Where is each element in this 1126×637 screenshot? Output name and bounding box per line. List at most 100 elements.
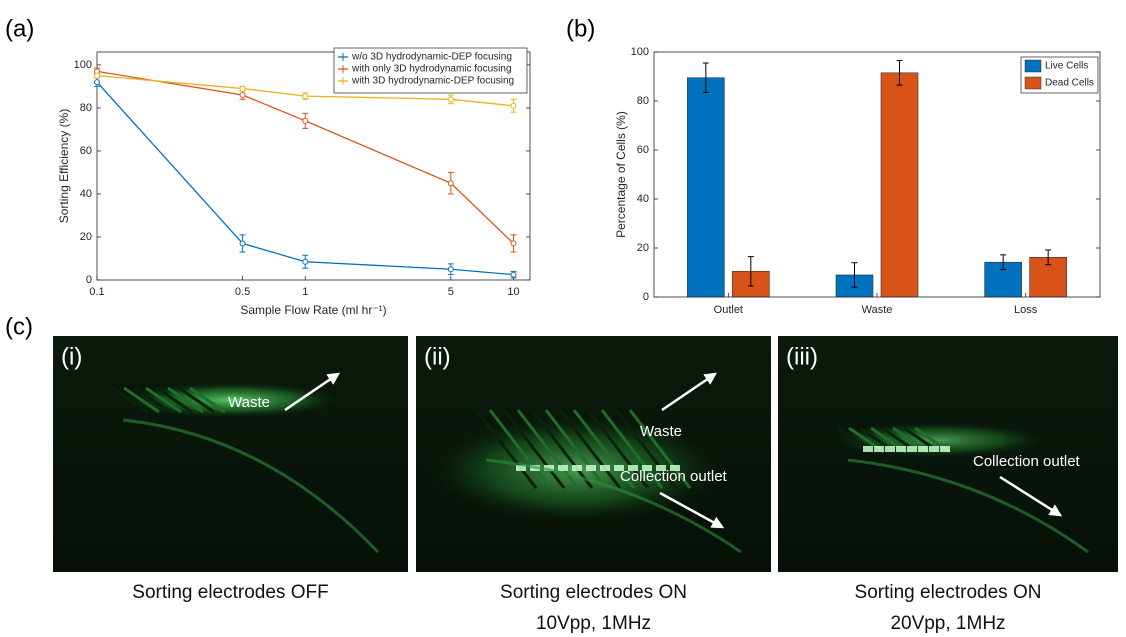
x-tick-label: Outlet (714, 304, 743, 316)
data-point (510, 271, 517, 278)
bar (687, 77, 725, 298)
fluorescent-cells (558, 465, 568, 471)
annotation: Collection outlet (973, 453, 1081, 470)
image-label: (iii) (786, 343, 818, 370)
fluorescent-cells (918, 446, 928, 452)
caption: 20Vpp, 1MHz (890, 613, 1005, 634)
fluorescent-cells (885, 446, 895, 452)
panel-label: (c) (5, 313, 33, 340)
x-tick-label: 1 (302, 286, 308, 298)
legend-swatch (1024, 59, 1042, 73)
electrode (628, 409, 692, 489)
y-tick-label: 0 (86, 274, 92, 286)
channel (122, 418, 380, 554)
data-point (447, 180, 454, 187)
electrode (167, 386, 204, 414)
legend-label: with 3D hydrodynamic-DEP focusing (351, 76, 514, 87)
fluorescent-cells (874, 446, 884, 452)
annotation-arrow (661, 372, 718, 412)
fluorescent-cells (907, 446, 917, 452)
data-point (302, 258, 309, 265)
data-point (239, 240, 246, 247)
caption: 10Vpp, 1MHz (536, 613, 651, 634)
caption: Sorting electrodes OFF (132, 582, 328, 603)
y-tick-label: 80 (637, 95, 649, 107)
legend-label: Dead Cells (1045, 78, 1094, 89)
y-tick-label: 100 (74, 59, 92, 71)
fluorescent-cells (940, 446, 950, 452)
legend-label: w/o 3D hydrodynamic-DEP focusing (351, 52, 512, 63)
image-label: (i) (61, 343, 82, 370)
legend-swatch (1024, 76, 1042, 90)
y-axis-label: Percentage of Cells (%) (614, 111, 628, 238)
y-tick-label: 0 (643, 291, 649, 303)
data-point (239, 92, 246, 99)
data-point (94, 72, 100, 79)
annotation: Collection outlet (620, 468, 728, 485)
electrode (586, 409, 650, 489)
plot-frame (653, 51, 1101, 298)
legend-label: with only 3D hydrodynamic focusing (351, 64, 512, 75)
electrode (572, 409, 636, 489)
y-tick-label: 60 (80, 145, 92, 157)
fluorescent-cells (896, 446, 906, 452)
electrode (145, 386, 182, 414)
electrode (488, 409, 552, 489)
caption: Sorting electrodes ON (855, 582, 1042, 603)
electrode (189, 386, 226, 414)
x-tick-label: Waste (862, 304, 893, 316)
fluorescent-cells (670, 465, 680, 471)
plot-frame (96, 51, 531, 281)
y-tick-label: 80 (80, 102, 92, 114)
electrode (544, 409, 608, 489)
y-tick-label: 20 (637, 242, 649, 254)
bar (880, 72, 919, 298)
x-tick-label: 0.1 (89, 286, 104, 298)
y-tick-label: 20 (80, 231, 92, 243)
micrograph-content (828, 422, 1089, 554)
micrograph-content (426, 409, 742, 554)
x-tick-label: 0.5 (235, 286, 250, 298)
legend-label: Live Cells (1045, 61, 1088, 72)
electrode (614, 409, 678, 489)
annotation-arrow (284, 372, 341, 412)
electrode (600, 409, 664, 489)
data-point (302, 117, 309, 124)
channel (847, 458, 1089, 554)
y-tick-label: 40 (637, 193, 649, 205)
fluorescent-cells (656, 465, 666, 471)
annotation-arrow (999, 475, 1063, 517)
electrode (502, 409, 566, 489)
panel-label: (b) (566, 15, 595, 42)
panel-label: (a) (5, 15, 34, 42)
data-point (510, 102, 517, 109)
data-point (302, 93, 309, 100)
caption: Sorting electrodes ON (500, 582, 687, 603)
annotation: Waste (640, 423, 682, 440)
electrode (178, 386, 215, 414)
fluorescent-cells (572, 465, 582, 471)
x-tick-label: Loss (1014, 304, 1038, 316)
electrode (530, 409, 594, 489)
electrode (474, 409, 538, 489)
channel (485, 458, 742, 554)
x-axis-label: Sample Flow Rate (ml hr⁻¹) (240, 303, 386, 317)
electrode (134, 386, 171, 414)
legend-box (333, 47, 528, 94)
data-point (510, 240, 517, 247)
data-point (447, 96, 454, 103)
y-tick-label: 40 (80, 188, 92, 200)
annotation: Waste (228, 394, 270, 411)
micrograph (53, 336, 408, 572)
micrograph-content (112, 382, 380, 554)
electrode (156, 386, 193, 414)
fluorescent-cells (586, 465, 596, 471)
fluorescent-cells (614, 465, 624, 471)
data-point (239, 85, 246, 92)
fluorescent-cells (544, 465, 554, 471)
fluorescent-cells (642, 465, 652, 471)
y-tick-label: 60 (637, 144, 649, 156)
annotation-arrow (659, 491, 725, 529)
fluorescent-cells (628, 465, 638, 471)
